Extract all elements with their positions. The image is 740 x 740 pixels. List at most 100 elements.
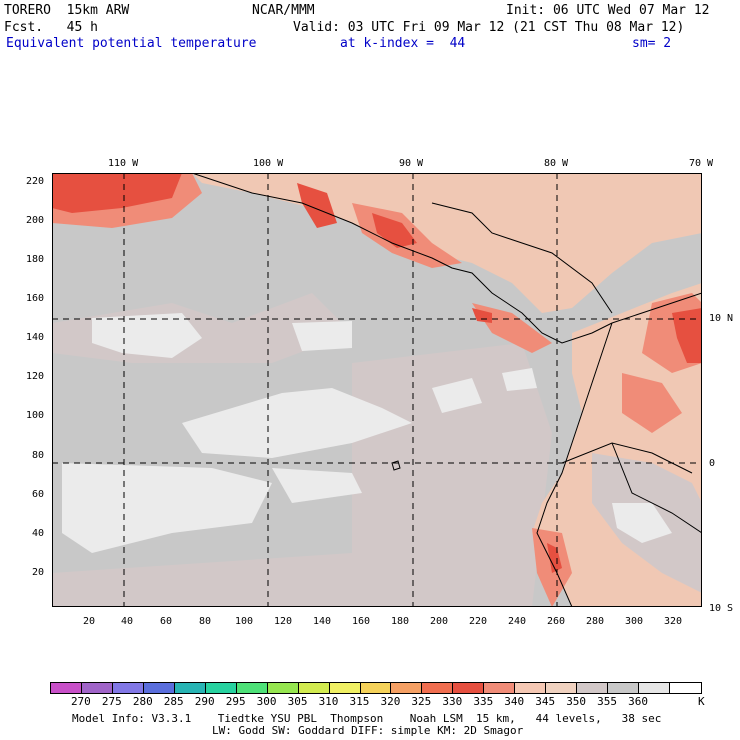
physics-info: LW: Godd SW: Goddard DIFF: simple KM: 2D…: [212, 724, 524, 737]
colorbar-label: 350: [566, 695, 587, 708]
lat-label: 10 N: [709, 313, 734, 324]
colorbar-label: 290: [194, 695, 215, 708]
model-info: Model Info: V3.3.1 Tiedtke YSU PBL Thomp…: [72, 712, 662, 725]
colorbar-label: 280: [132, 695, 153, 708]
colorbar-label: 330: [442, 695, 463, 708]
colorbar-swatch: [670, 683, 701, 693]
lon-label: 80 W: [544, 158, 569, 169]
x-tick: 100: [235, 616, 254, 627]
white-patch: [62, 463, 272, 553]
colorbar-swatch: [51, 683, 82, 693]
x-tick: 320: [664, 616, 683, 627]
y-tick: 160: [26, 293, 45, 304]
y-tick: 200: [26, 215, 45, 226]
y-tick: 20: [32, 567, 45, 578]
x-tick: 240: [508, 616, 527, 627]
x-tick: 140: [313, 616, 332, 627]
lon-label: 110 W: [108, 158, 139, 169]
colorbar-label: 275: [101, 695, 122, 708]
theta-e-map: [52, 173, 702, 607]
andes-white: [612, 503, 672, 543]
x-tick: 260: [547, 616, 566, 627]
colorbar-swatch: [577, 683, 609, 693]
colorbar-swatch: [484, 683, 516, 693]
colorbar-label: 355: [597, 695, 618, 708]
hotter-nw-corner: [52, 173, 182, 213]
colorbar-swatch: [143, 683, 175, 693]
colorbar-swatch: [329, 683, 361, 693]
white-patch: [432, 378, 482, 413]
colorbar-label: 345: [535, 695, 556, 708]
x-tick: 160: [352, 616, 371, 627]
colorbar-swatch: [453, 683, 485, 693]
x-tick: 20: [83, 616, 96, 627]
colorbar-swatch: [205, 683, 237, 693]
colorbar-label: 320: [380, 695, 401, 708]
x-tick: 280: [586, 616, 605, 627]
level-index: at k-index = 44: [340, 36, 466, 51]
valid-time: Valid: 03 UTC Fri 09 Mar 12 (21 CST Thu …: [293, 20, 685, 35]
colorbar-swatch: [174, 683, 206, 693]
coastlines: [191, 173, 702, 607]
coastline-south-america: [536, 322, 613, 607]
ocean-warm-band: [352, 343, 552, 607]
x-tick: 60: [160, 616, 173, 627]
colorbar-swatch: [112, 683, 144, 693]
y-tick: 80: [32, 450, 45, 461]
colorbar-swatch: [236, 683, 268, 693]
plot-frame: [52, 173, 702, 607]
colorbar-label: 295: [225, 695, 246, 708]
organization: NCAR/MMM: [252, 3, 315, 18]
colorbar-swatch: [81, 683, 113, 693]
model-title: TORERO 15km ARW: [4, 3, 130, 18]
field-name: Equivalent potential temperature: [6, 36, 257, 51]
colorbar-label: 305: [287, 695, 308, 708]
lon-label: 100 W: [253, 158, 284, 169]
forecast-hour: Fcst. 45 h: [4, 20, 98, 35]
y-tick: 140: [26, 332, 45, 343]
hot-core-nw: [297, 183, 337, 228]
x-tick: 80: [199, 616, 212, 627]
coastline-mexico: [191, 173, 613, 344]
colorbar-swatch: [515, 683, 547, 693]
coastline-caribbean: [431, 202, 613, 314]
colorbar-swatch: [360, 683, 392, 693]
colorbar-label: 310: [318, 695, 339, 708]
colorbar-label: 325: [411, 695, 432, 708]
lon-label: 90 W: [399, 158, 424, 169]
colorbar-label: 285: [163, 695, 184, 708]
y-tick: 40: [32, 528, 45, 539]
y-tick: 120: [26, 371, 45, 382]
venezuela-hotter: [672, 308, 702, 363]
colorbar: [50, 682, 702, 694]
peru-hotter: [547, 543, 562, 573]
colorbar-swatch: [422, 683, 454, 693]
colorbar-swatch: [639, 683, 671, 693]
x-tick: 200: [430, 616, 449, 627]
border-peru: [611, 442, 702, 534]
white-patch: [502, 368, 537, 391]
init-time: Init: 06 UTC Wed 07 Mar 12: [506, 3, 710, 18]
coastline-venezuela: [611, 292, 702, 324]
lat-label: 0: [709, 458, 716, 469]
colorbar-swatch: [546, 683, 578, 693]
x-tick: 220: [469, 616, 488, 627]
colorbar-swatch: [267, 683, 299, 693]
y-tick: 220: [26, 176, 45, 187]
colorbar-label: 360: [628, 695, 648, 708]
y-tick: 100: [26, 410, 45, 421]
colorbar-label: 340: [504, 695, 525, 708]
y-tick: 180: [26, 254, 45, 265]
x-tick: 120: [274, 616, 293, 627]
colorbar-unit: K: [698, 695, 705, 708]
white-patch: [272, 468, 362, 503]
colorbar-swatch: [608, 683, 640, 693]
smoothing: sm= 2: [632, 36, 672, 51]
colorbar-label: 270: [70, 695, 91, 708]
colorbar-label: 335: [473, 695, 494, 708]
x-tick: 300: [625, 616, 644, 627]
south-warm-band: [52, 553, 352, 607]
hot-core-guatemala: [372, 213, 417, 248]
lat-label: 10 S: [709, 603, 734, 614]
white-patch: [92, 313, 202, 358]
